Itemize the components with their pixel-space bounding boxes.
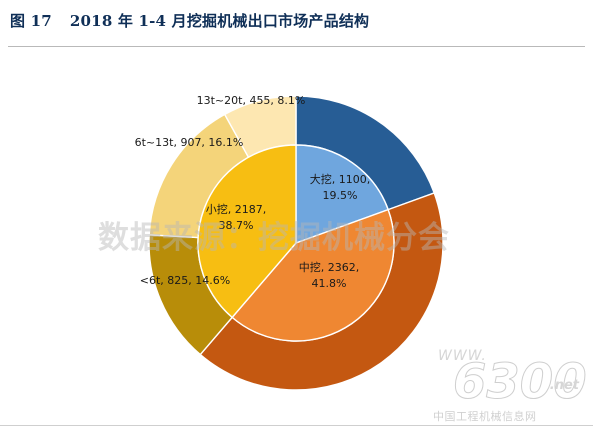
outer-slice-label: 13t~20t, 455, 8.1%	[197, 94, 306, 107]
inner-ring-slice	[231, 208, 395, 342]
figure-heading: 2018 年 1-4 月挖掘机械出口市场产品结构	[69, 12, 370, 30]
figure-number: 图 17	[10, 12, 52, 30]
outer-slice-label: 6t~13t, 907, 16.1%	[135, 136, 244, 149]
inner-slice-label: 中挖, 2362, 41.8%	[299, 260, 359, 290]
title-divider	[8, 46, 585, 47]
inner-slice-label: 小挖, 2187, 38.7%	[206, 202, 266, 232]
inner-ring-slice	[197, 144, 297, 319]
figure-title: 图 17 2018 年 1-4 月挖掘机械出口市场产品结构	[10, 10, 369, 31]
inner-ring-slice	[295, 144, 390, 244]
inner-slice-label: 大挖, 1100, 19.5%	[310, 172, 370, 202]
bottom-divider	[0, 425, 593, 426]
outer-slice-label: <6t, 825, 14.6%	[140, 274, 230, 287]
